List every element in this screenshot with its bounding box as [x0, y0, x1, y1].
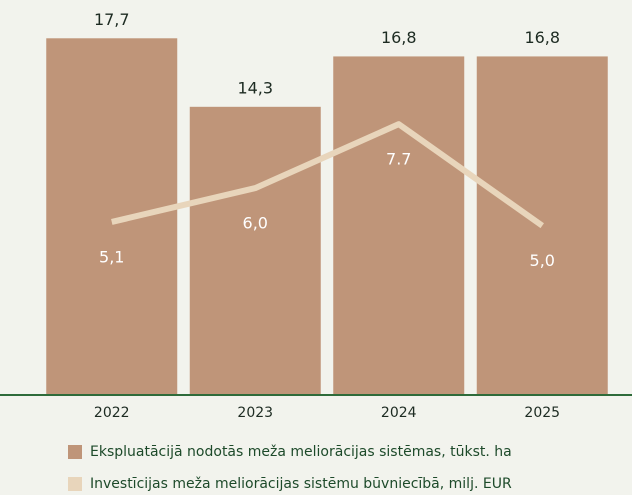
- x-tick-label: 2022: [94, 405, 130, 421]
- x-tick-label: 2024: [381, 405, 417, 421]
- legend-swatch: [68, 445, 82, 459]
- bar-value-label: 16,8: [524, 28, 560, 47]
- line-value-label: 5,0: [530, 251, 555, 270]
- bar: [476, 56, 608, 396]
- x-tick-label: 2025: [524, 405, 560, 421]
- bar: [333, 56, 465, 396]
- bar-value-label: 17,7: [94, 10, 130, 29]
- bar: [189, 106, 321, 396]
- line-value-label: 7.7: [386, 150, 411, 169]
- legend-swatch: [68, 477, 82, 491]
- x-tick-label: 2023: [237, 405, 273, 421]
- legend-label: Investīcijas meža meliorācijas sistēmu b…: [90, 476, 512, 492]
- bar-value-label: 14,3: [237, 78, 273, 97]
- legend-label: Ekspluatācijā nodotās meža meliorācijas …: [90, 444, 512, 460]
- bar-value-label: 16,8: [381, 28, 417, 47]
- line-value-label: 6,0: [243, 214, 268, 233]
- bar: [46, 38, 178, 395]
- line-value-label: 5,1: [99, 247, 124, 266]
- line: [111, 121, 544, 229]
